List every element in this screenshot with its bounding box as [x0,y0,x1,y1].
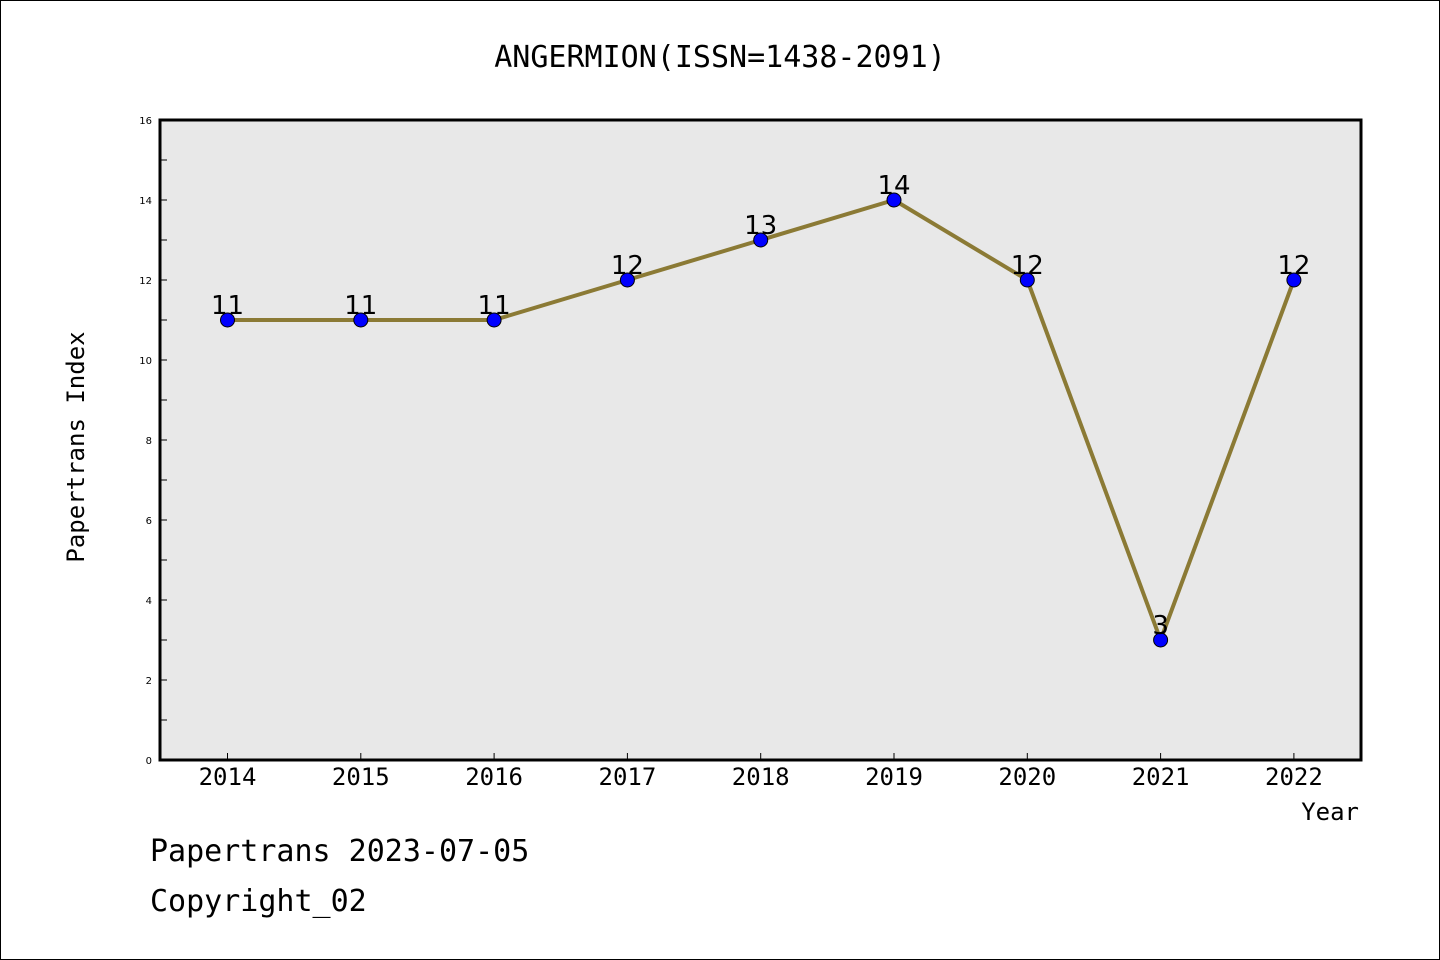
x-axis: 2014 2015 2016 2017 2018 2019 2020 2021 2022 [199,753,1323,791]
data-label: 11 [211,291,244,321]
y-tick-label: 6 [146,516,152,527]
data-point [619,272,635,288]
chart-title: ANGERMION(ISSN=1438-2091) [494,40,946,75]
x-tick-label: 2016 [465,763,523,791]
y-axis-label: Papertrans Index [62,331,90,562]
data-point [220,312,235,328]
data-label: 12 [1011,251,1044,281]
data-labels: 11 11 11 12 13 14 12 3 12 [211,171,1310,641]
x-tick-label: 2021 [1132,763,1190,791]
data-label: 12 [611,251,644,281]
data-label: 3 [1152,611,1169,641]
data-point [886,192,902,208]
data-label: 12 [1277,251,1310,281]
y-tick-label: 10 [139,356,152,367]
x-tick-label: 2014 [199,763,257,791]
footer-date: Papertrans 2023-07-05 [150,834,530,869]
x-tick-label: 2020 [998,763,1056,791]
x-tick-label: 2022 [1265,763,1323,791]
y-tick-label: 4 [146,596,152,607]
data-label: 14 [877,171,910,201]
x-axis-label: Year [1301,798,1359,826]
data-point [1286,272,1302,288]
data-markers [220,192,1302,648]
data-point [1153,632,1169,648]
y-tick-label: 14 [139,196,152,207]
y-tick-label: 2 [146,676,152,687]
data-point [353,312,369,328]
footer-copyright: Copyright_02 [150,884,367,919]
plot-border [158,118,1363,762]
x-tick-label: 2019 [865,763,923,791]
y-tick-label: 12 [139,276,152,287]
plot-area [160,120,1361,760]
y-tick-label: 16 [139,116,152,127]
x-tick-label: 2015 [332,763,390,791]
data-label: 11 [478,291,511,321]
data-point [1019,272,1035,288]
x-tick-label: 2017 [599,763,657,791]
x-tick-label: 2018 [732,763,790,791]
data-label: 13 [744,211,777,241]
data-point [753,232,769,248]
data-point [486,312,502,328]
y-tick-label: 8 [146,436,152,447]
data-label: 11 [344,291,377,321]
y-tick-label: 0 [146,756,152,767]
